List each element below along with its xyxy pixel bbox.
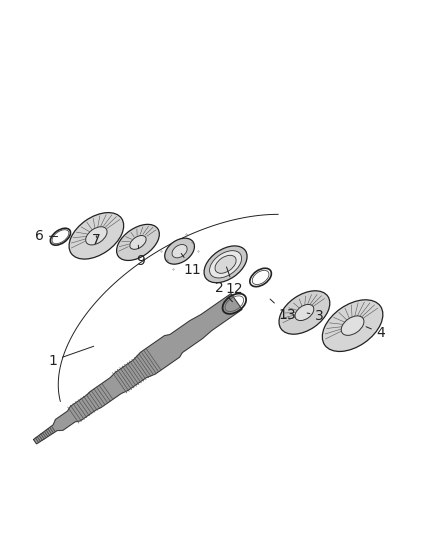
Text: 6: 6 — [35, 229, 58, 243]
Text: 11: 11 — [181, 253, 201, 277]
Text: 4: 4 — [366, 326, 385, 340]
Ellipse shape — [172, 245, 187, 258]
Ellipse shape — [295, 304, 314, 320]
Text: 13: 13 — [270, 299, 296, 322]
Ellipse shape — [341, 316, 364, 335]
Polygon shape — [34, 294, 242, 444]
Text: 7: 7 — [92, 233, 101, 247]
Text: 1: 1 — [48, 346, 94, 368]
Text: 2: 2 — [215, 280, 233, 302]
Ellipse shape — [86, 227, 107, 245]
Text: 3: 3 — [307, 309, 324, 322]
Ellipse shape — [165, 238, 194, 264]
Ellipse shape — [130, 236, 146, 249]
Ellipse shape — [279, 291, 330, 334]
Ellipse shape — [322, 300, 383, 351]
Ellipse shape — [204, 246, 247, 282]
Ellipse shape — [117, 224, 159, 261]
Ellipse shape — [69, 213, 124, 259]
Text: 12: 12 — [226, 267, 243, 296]
Ellipse shape — [209, 251, 242, 278]
Ellipse shape — [215, 255, 236, 273]
Text: 9: 9 — [136, 245, 145, 268]
